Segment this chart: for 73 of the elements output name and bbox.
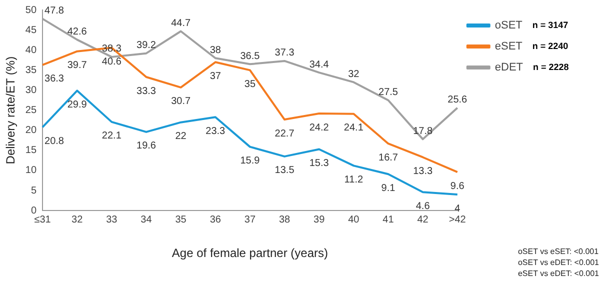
data-label: 35 (244, 78, 256, 90)
data-label: 37.3 (274, 48, 295, 59)
data-label: 25.6 (448, 94, 468, 106)
data-label: 4.6 (416, 200, 430, 212)
text: n = 3147 (532, 20, 568, 30)
data-label: 24.2 (309, 122, 330, 134)
data-label: 36.3 (44, 74, 64, 85)
data-label: 20.8 (44, 136, 64, 147)
x-tick-label: 39 (314, 214, 326, 226)
data-label: 34.4 (309, 59, 330, 70)
y-axis-title: Delivery rate/ET (%) (4, 56, 18, 164)
data-label: 13.3 (413, 166, 433, 177)
data-label: 15.3 (309, 158, 330, 169)
x-tick-label: 35 (175, 214, 187, 226)
data-label: 4 (454, 203, 461, 214)
legend-label: eSET (494, 40, 523, 53)
y-tick-label: 0 (30, 205, 37, 216)
y-tick-label: 50 (25, 4, 37, 16)
legend-label: oSET (494, 20, 523, 32)
y-tick-label: 5 (30, 185, 37, 196)
data-label: 39.2 (136, 40, 156, 52)
data-label: 40.6 (102, 56, 122, 68)
data-label: 17.8 (413, 126, 433, 137)
x-tick-label: 37 (244, 214, 256, 226)
text: n = 2240 (532, 40, 568, 51)
x-tick-label: ≤31 (34, 214, 52, 226)
data-label: 9.6 (450, 180, 465, 192)
data-label: 15.9 (240, 156, 260, 167)
y-tick-label: 35 (25, 64, 37, 76)
data-label: 11.2 (344, 174, 364, 186)
y-tick-label: 40 (25, 44, 37, 56)
x-tick-label: 40 (348, 214, 360, 226)
data-label: 30.7 (171, 96, 191, 108)
data-label: 39.7 (67, 60, 88, 72)
data-label: 38 (210, 44, 222, 56)
data-label: 23.3 (206, 126, 226, 137)
x-tick-label: >42 (448, 214, 466, 226)
x-tick-label: 38 (278, 214, 291, 226)
data-label: 22.1 (102, 130, 122, 142)
legend-label: eDET (494, 62, 524, 74)
y-tick-label: 20 (25, 125, 37, 136)
x-tick-label: 42 (417, 214, 429, 226)
x-tick-label: 34 (140, 214, 152, 226)
data-label: 9.1 (381, 182, 396, 194)
y-tick-label: 15 (25, 145, 37, 156)
x-tick-label: 32 (72, 214, 84, 226)
data-label: 29.9 (67, 99, 88, 110)
x-tick-label: 33 (106, 214, 118, 226)
y-tick-label: 45 (25, 24, 37, 36)
data-label: 37 (210, 70, 222, 82)
data-label: 27.5 (378, 87, 398, 98)
data-label: 24.1 (344, 122, 364, 134)
data-label: 33.3 (136, 86, 156, 97)
data-label: 36.5 (240, 50, 260, 62)
y-tick-label: 25 (25, 105, 37, 116)
data-label: 22 (175, 131, 187, 142)
data-label: 13.5 (274, 165, 295, 176)
data-label: 42.6 (67, 26, 88, 38)
x-axis-title: Age of female partner (years) (172, 246, 328, 260)
text: eSET vs eDET: <0.001 (518, 268, 599, 279)
text: oSET vs eDET: <0.001 (518, 257, 599, 268)
text: n = 2228 (533, 62, 569, 72)
y-tick-label: 30 (25, 84, 37, 96)
data-label: 44.7 (171, 18, 191, 30)
data-label: 16.7 (378, 152, 398, 164)
data-label: 22.7 (274, 128, 295, 140)
y-tick-label: 10 (25, 165, 37, 176)
data-label: 47.8 (44, 6, 64, 17)
x-tick-label: 41 (382, 214, 394, 226)
data-label: 32 (348, 68, 360, 80)
data-label: 19.6 (136, 140, 156, 152)
text: oSET vs eSET: <0.001 (518, 246, 599, 257)
x-tick-label: 36 (210, 214, 222, 226)
